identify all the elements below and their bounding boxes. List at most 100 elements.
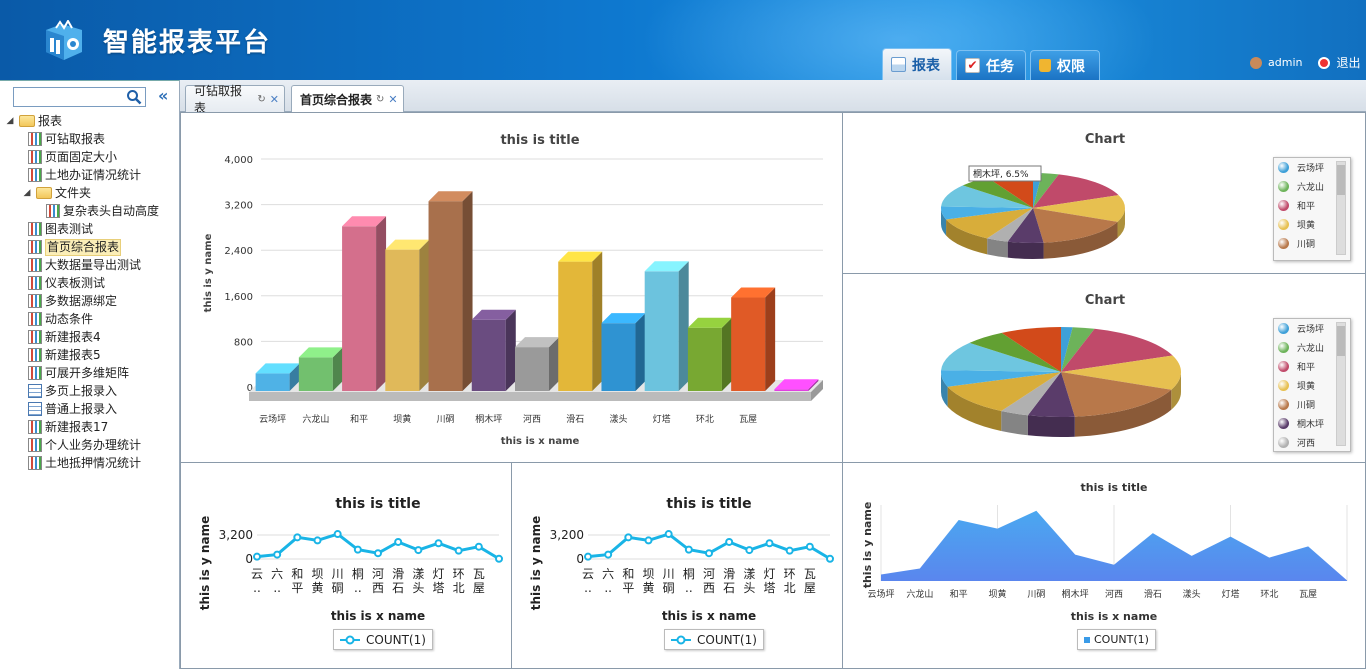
tree-item[interactable]: 动态条件 [0,310,180,328]
legend-item[interactable]: 六龙山 [1274,177,1350,196]
legend-scrollbar[interactable] [1336,322,1346,446]
tree-item[interactable]: 首页综合报表 [0,238,180,256]
tree-item[interactable]: 多数据源绑定 [0,292,180,310]
page-tab-drill-report[interactable]: 可钻取报表 ↻ ✕ [185,84,285,115]
line-point [584,552,592,561]
app-title: 智能报表平台 [103,28,272,58]
legend-item[interactable]: 河西 [1274,433,1350,452]
username[interactable]: admin [1268,56,1303,69]
legend-scroll-thumb[interactable] [1337,165,1345,195]
x-tick-label: 云 [251,567,263,581]
x-tick-label: .. [354,581,362,595]
page-tab-home-report[interactable]: 首页综合报表 ↻ ✕ [291,85,404,113]
legend-label: 云场坪 [1297,164,1325,174]
page-tab-label: 首页综合报表 [300,93,373,107]
bar-top [687,317,732,328]
bar-side [721,317,732,391]
bar-side [808,379,819,391]
tree-item-label: 仪表板测试 [45,276,106,290]
report-content: this is title this is y name this is x nam… [180,112,1366,669]
line-point [253,552,261,561]
y-tick-label: 0 [247,383,253,394]
search-icon[interactable] [126,89,142,105]
legend-item[interactable]: 坝黄 [1274,215,1350,234]
legend-item[interactable]: 川硐 [1274,395,1350,414]
collapse-sidebar-icon[interactable]: « [158,86,169,105]
tree-item[interactable]: 页面固定大小 [0,148,180,166]
x-tick-label: 北 [784,581,796,595]
nav-tab-task[interactable]: ✔ 任务 [956,50,1026,80]
x-tick-label: 和 [622,567,634,581]
tree-item-label: 新建报表17 [45,420,109,434]
legend-marker-icon [1278,181,1289,192]
pie-slice [947,372,1061,412]
legend-item[interactable]: 桐木坪 [1274,414,1350,433]
tree-item[interactable]: 土地办证情况统计 [0,166,180,184]
close-icon[interactable]: ✕ [388,93,398,106]
x-tick-label: 屋 [473,581,485,595]
legend-item[interactable]: 六龙山 [1274,338,1350,357]
tree-item[interactable]: 复杂表头自动高度 [0,202,180,220]
logout-link[interactable]: 退出 [1336,56,1361,70]
legend-item[interactable]: 云场坪 [1274,319,1350,338]
legend-scroll-thumb[interactable] [1337,326,1345,356]
tree-item[interactable]: 多页上报录入 [0,382,180,400]
area-legend-label: COUNT(1) [1094,633,1149,646]
legend-item[interactable]: 和平 [1274,357,1350,376]
tree-item[interactable]: 个人业务办理统计 [0,436,180,454]
refresh-icon[interactable]: ↻ [257,93,266,105]
x-tick-label: 和平 [950,589,968,600]
y-axis-label: this is y name [861,502,874,589]
tree-item[interactable]: 可展开多维矩阵 [0,364,180,382]
x-tick-label: 云 [582,567,594,581]
tree-toggle-icon[interactable]: ◢ [23,188,31,198]
pie-slice [1061,327,1073,372]
search-input[interactable] [14,88,122,106]
pie-slice [941,185,1033,208]
legend-item[interactable]: 和平 [1274,196,1350,215]
chart-report-icon [28,420,42,434]
legend-item[interactable]: 云场坪 [1274,158,1350,177]
tree-item[interactable]: 可钻取报表 [0,130,180,148]
sidebar: « ◢ 报表 可钻取报表 页面固定大小 土地办证情况统计 ◢ 文件夹 复杂表头自动高度 图表测试… [0,80,180,669]
x-tick-label: 石 [392,581,404,595]
tree-folder[interactable]: ◢ 报表 [0,112,180,130]
bar-top [342,216,387,227]
tree-item[interactable]: 图表测试 [0,220,180,238]
refresh-icon[interactable]: ↻ [376,94,385,105]
line-point [765,539,774,548]
x-tick-label: 环 [784,567,796,581]
legend-marker-icon [1278,361,1289,372]
logout-icon [1318,56,1331,69]
nav-tab-report[interactable]: 报表 [882,48,952,80]
legend-marker-icon [1278,380,1289,391]
nav-tab-permission[interactable]: 权限 [1030,50,1100,80]
area-chart-panel: this is title this is y name this is x nam… [842,462,1366,669]
tree-item[interactable]: 普通上报录入 [0,400,180,418]
tree-item[interactable]: 新建报表5 [0,346,180,364]
tree-item[interactable]: 新建报表17 [0,418,180,436]
tree-folder[interactable]: ◢ 文件夹 [0,184,180,202]
tree-item[interactable]: 新建报表4 [0,328,180,346]
line-point [664,530,673,539]
area-series [881,510,1347,581]
legend-marker-icon [1278,399,1289,410]
legend-marker-icon [1278,418,1289,429]
legend-item[interactable]: 坝黄 [1274,376,1350,395]
tree-item[interactable]: 大数据量导出测试 [0,256,180,274]
tree-item[interactable]: 仪表板测试 [0,274,180,292]
line-point [705,549,713,558]
x-tick-label: 和 [291,567,303,581]
legend-scrollbar[interactable] [1336,161,1346,255]
x-tick-label: 漾头 [609,413,627,425]
y-tick-label: 3,200 [219,528,253,542]
close-icon[interactable]: ✕ [269,92,279,106]
legend-item[interactable]: 川硐 [1274,234,1350,253]
user-icon [1250,56,1262,69]
tree-item[interactable]: 土地抵押情况统计 [0,454,180,472]
pie-slice [1061,355,1181,390]
legend-marker-icon [1278,238,1289,249]
chart-report-icon [28,294,42,308]
tree-toggle-icon[interactable]: ◢ [6,116,14,126]
x-tick-label: .. [604,581,612,595]
